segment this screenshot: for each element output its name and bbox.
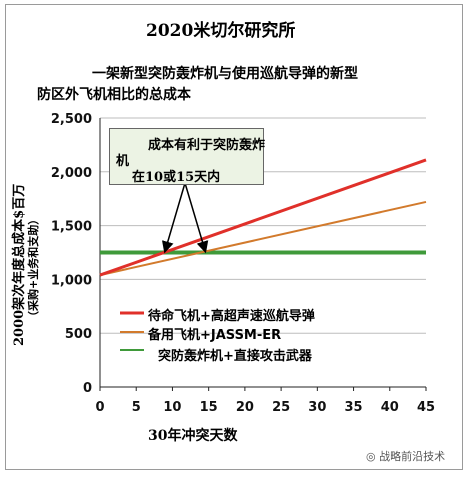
watermark-text: 战略前沿技术: [379, 450, 446, 463]
x-tick-label-1: 5: [132, 400, 141, 415]
org-title: 2020米切尔研究所: [146, 21, 296, 41]
x-tick-label-0: 0: [95, 400, 104, 415]
annotation-arrow-2: [184, 182, 209, 254]
annotation-line1: 成本有利于突防轰炸: [148, 138, 266, 153]
x-tick-label-5: 25: [272, 400, 290, 415]
y-tick-label-3: 1,500: [51, 220, 92, 235]
x-tick-label-4: 20: [236, 400, 254, 415]
x-axis-label: 30年冲突天数: [148, 428, 238, 444]
legend-label-series-2: 备用飞机+JASSM-ER: [148, 328, 282, 343]
y-tick-label-2: 1,000: [51, 273, 92, 288]
annotation-arrow-1: [161, 182, 186, 254]
watermark: ◎ 战略前沿技术: [366, 448, 445, 464]
wechat-icon: ◎: [366, 450, 376, 463]
y-axis-sublabel: （采购+业务和支助）: [27, 213, 40, 322]
x-tick-label-6: 30: [308, 400, 326, 415]
y-tick-label-1: 500: [65, 327, 92, 342]
chart-frame: [5, 4, 463, 470]
annotation-line3: 在10或15天内: [132, 170, 221, 185]
x-tick-label-9: 45: [417, 400, 435, 415]
y-tick-label-5: 2,500: [51, 112, 92, 127]
x-tick-label-3: 15: [200, 400, 218, 415]
chart-title-line1: 一架新型突防轰炸机与使用巡航导弹的新型: [92, 66, 358, 82]
series-line-1: [99, 158, 427, 277]
x-tick-label-7: 35: [345, 400, 363, 415]
legend-label-series-1: 待命飞机+高超声速巡航导弹: [148, 309, 315, 324]
series-line-2: [99, 200, 427, 277]
annotation-line2: 机: [116, 154, 130, 169]
annotation-callout: 成本有利于突防轰炸 机 在10或15天内: [109, 128, 266, 185]
legend-label-series-3: 突防轰炸机+直接攻击武器: [158, 349, 312, 364]
y-tick-label-4: 2,000: [51, 166, 92, 181]
chart-title-line2: 防区外飞机相比的总成本: [37, 87, 191, 103]
x-tick-label-2: 10: [163, 400, 181, 415]
y-tick-label-0: 0: [83, 381, 92, 396]
x-tick-label-8: 40: [381, 400, 399, 415]
